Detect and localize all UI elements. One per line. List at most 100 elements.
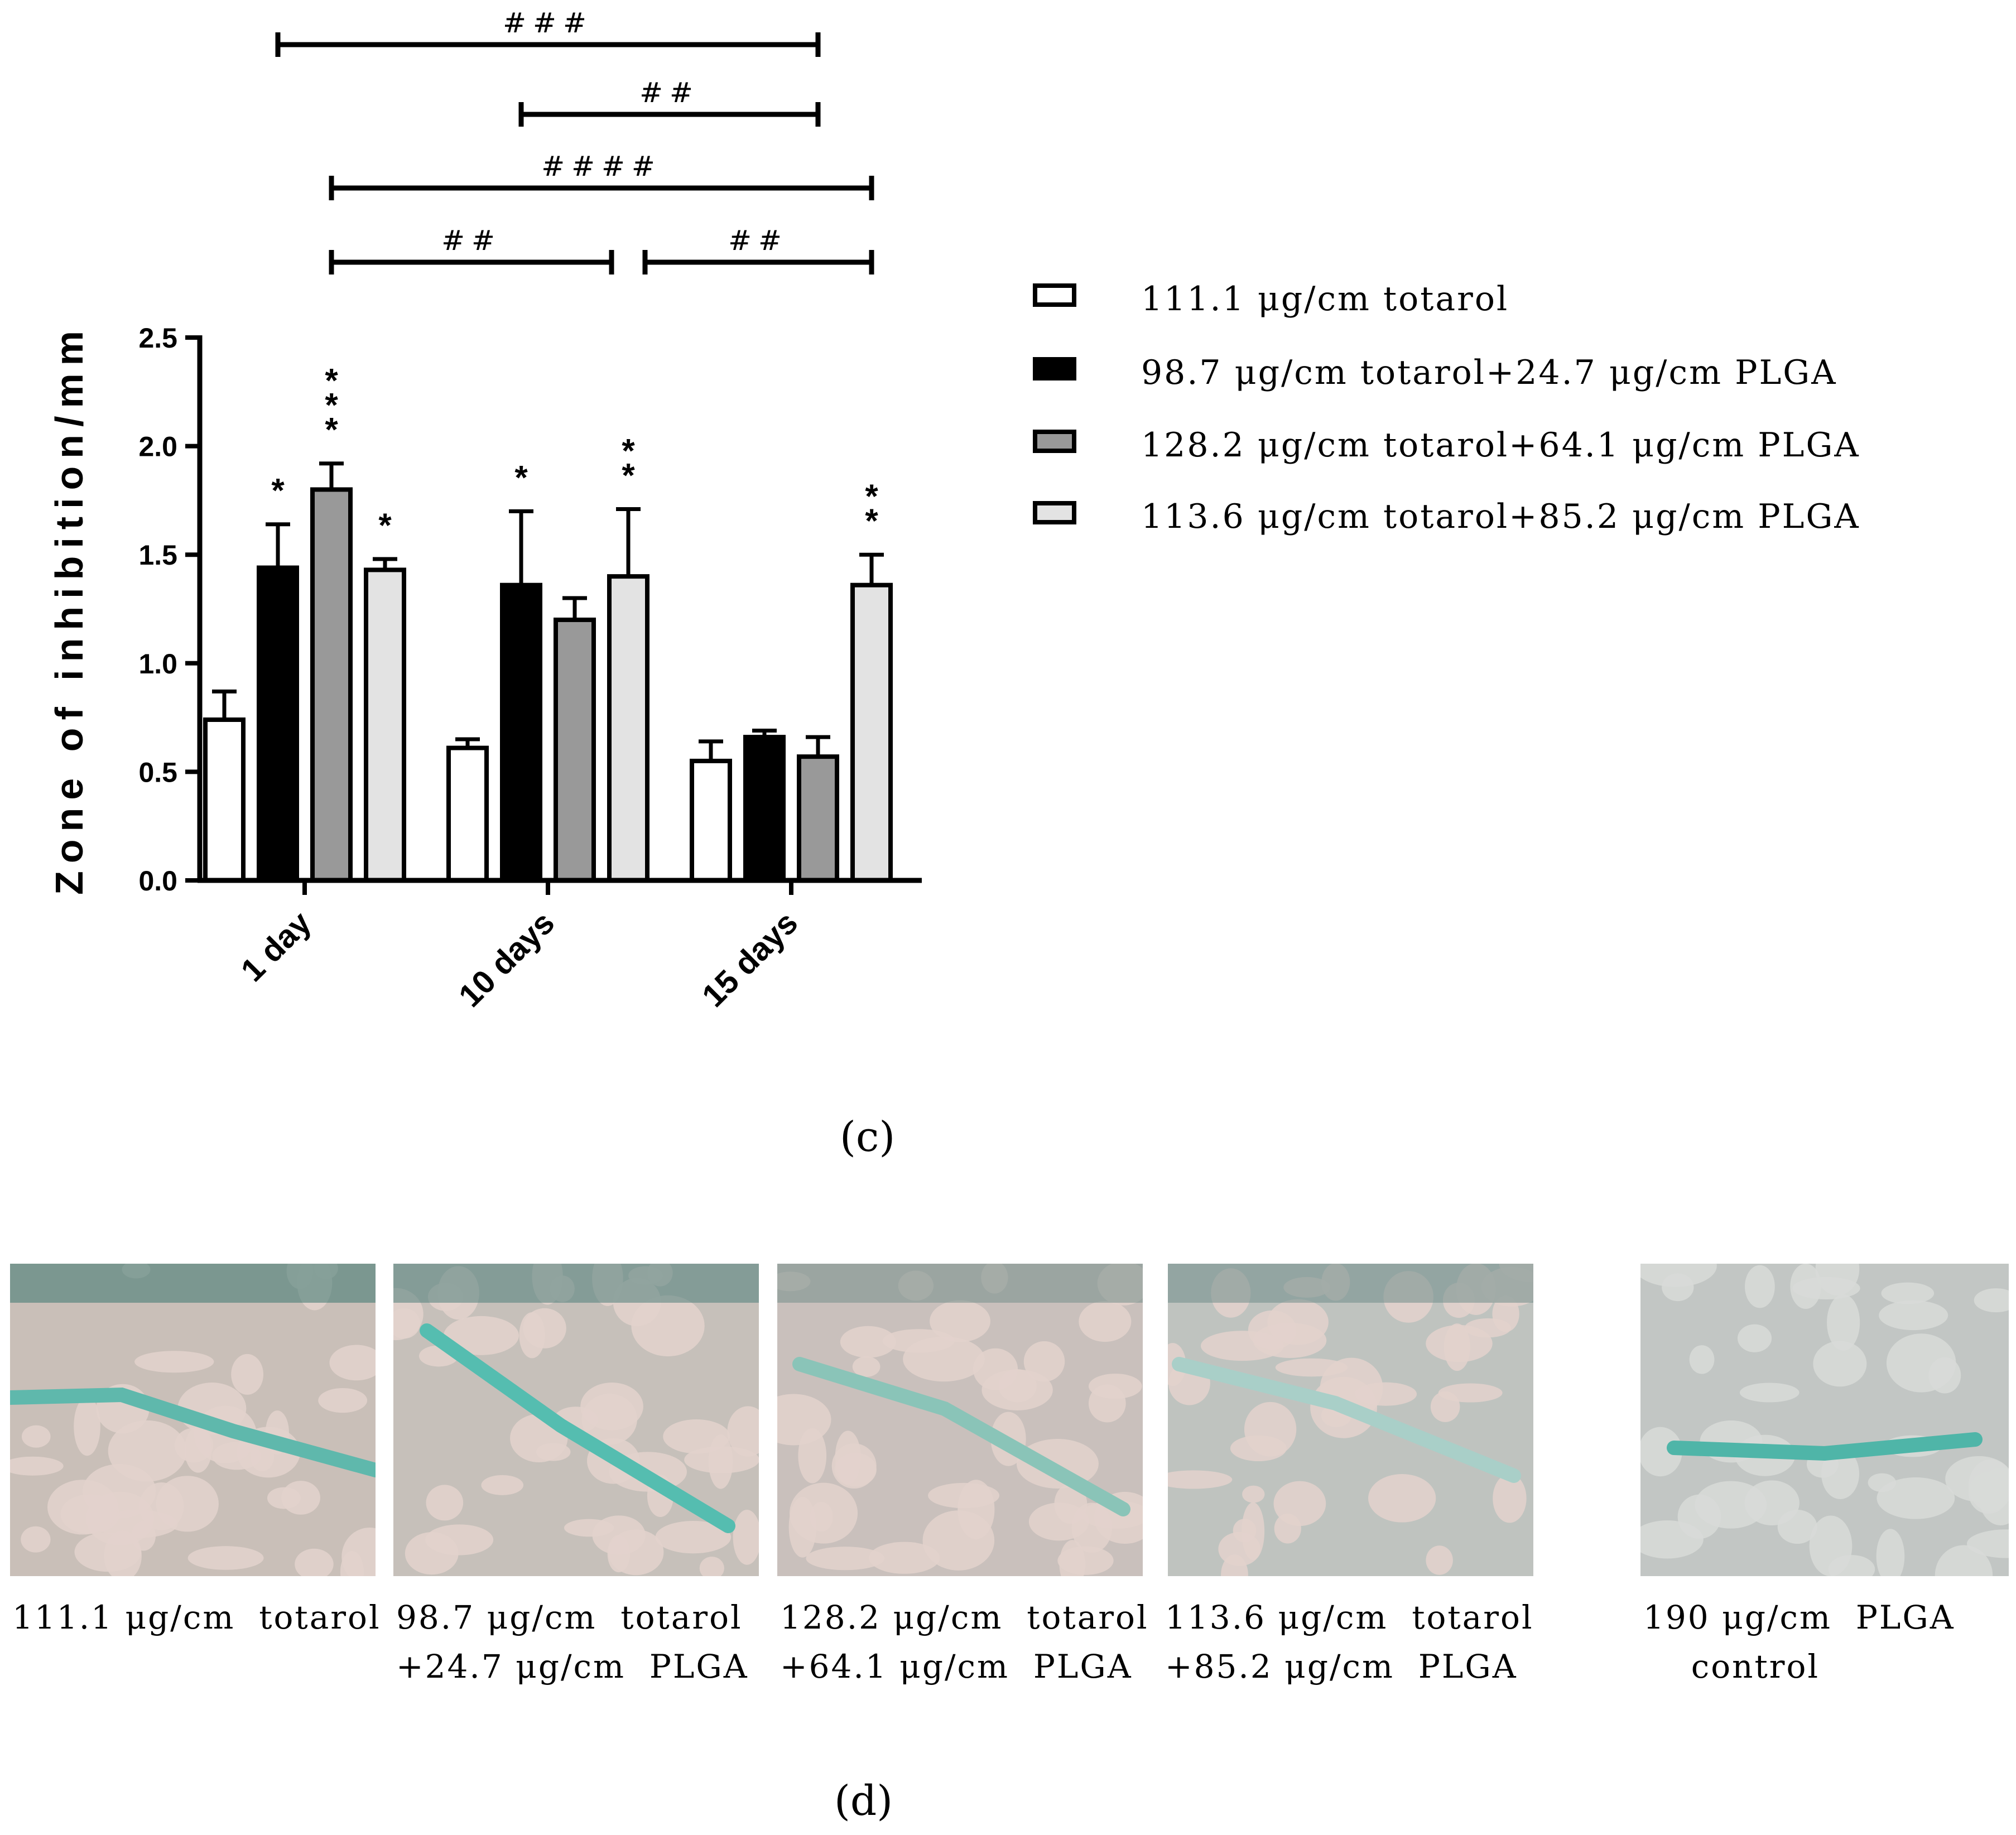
y-tick-label: 1.0 [138, 648, 177, 680]
significance-star: * [622, 456, 635, 494]
bracket-label: ## [639, 76, 700, 109]
colony-blob [607, 1535, 631, 1573]
legend-label: 111.1 μg/cm totarol [1141, 280, 1509, 319]
photo-5-caption: 190 μg/cm PLGA control [1643, 1598, 1955, 1685]
colony-blob [21, 1425, 51, 1448]
photo-3-image [777, 1264, 1143, 1576]
photo-5 [1640, 1264, 2009, 1576]
legend-swatch [1033, 430, 1076, 453]
colony-blob [1493, 1473, 1527, 1523]
colony-blob [903, 1336, 985, 1382]
photo-1-image [10, 1264, 376, 1576]
colony-blob [1777, 1510, 1817, 1544]
colony-blob [1879, 1300, 1948, 1331]
photo-2-image [393, 1264, 759, 1576]
x-tick-label: 10 days [452, 904, 561, 1014]
colony-blob [1244, 1401, 1297, 1457]
significance-star: * [325, 387, 338, 424]
colony-blob [928, 1482, 1000, 1509]
colony-blob [1813, 1341, 1867, 1387]
photo-shadow [777, 1264, 1143, 1303]
legend-swatch [1033, 283, 1076, 307]
colony-blob [1821, 1448, 1860, 1499]
y-tick-label: 2.0 [138, 431, 177, 463]
colony-blob [295, 1548, 334, 1576]
photo-2-caption: 98.7 μg/cm totarol +24.7 μg/cm PLGA [396, 1598, 749, 1685]
bar [310, 487, 353, 883]
colony-blob [426, 1485, 464, 1521]
bracket-label: ## [441, 224, 502, 257]
legend-label: 128.2 μg/cm totarol+64.1 μg/cm PLGA [1141, 426, 1860, 465]
colony-blob [187, 1546, 264, 1570]
photo-2 [393, 1264, 759, 1576]
colony-blob [1974, 1288, 2009, 1313]
colony-blob [519, 1312, 545, 1359]
colony-blob [108, 1420, 187, 1482]
colony-blob [869, 1542, 940, 1574]
fiber-rod [10, 1387, 376, 1477]
colony-blob [1088, 1374, 1142, 1399]
bar [797, 754, 839, 883]
colony-blob [10, 1456, 64, 1476]
panel-c-label: (c) [840, 1113, 896, 1161]
bar [364, 567, 406, 883]
bar [500, 582, 542, 883]
colony-blob [1877, 1477, 1955, 1519]
significance-star: * [378, 507, 392, 544]
colony-blob [831, 1443, 877, 1489]
colony-blob [1745, 1265, 1775, 1308]
fiber-rod [1172, 1357, 1521, 1483]
legend-swatch [1033, 357, 1076, 381]
panel-d-label: (d) [834, 1777, 893, 1825]
colony-blob [267, 1487, 301, 1509]
colony-blob [104, 1530, 142, 1576]
significance-star: * [271, 472, 285, 509]
colony-blob [852, 1356, 881, 1378]
photo-shadow [393, 1264, 759, 1303]
colony-blob [930, 1300, 990, 1342]
photo-shadow [1168, 1264, 1533, 1303]
colony-blob [1426, 1545, 1453, 1575]
fiber-rod [792, 1357, 1130, 1516]
colony-blob [1168, 1470, 1233, 1489]
colony-blob [727, 1406, 759, 1457]
fiber-rod [1667, 1432, 1983, 1461]
y-tick-label: 2.5 [138, 322, 177, 354]
photo-5-image [1640, 1264, 2009, 1576]
bar [257, 565, 299, 883]
significance-star: * [325, 411, 338, 449]
bracket-label: ### [503, 7, 593, 39]
photo-1 [10, 1264, 376, 1576]
bracket-label: #### [541, 150, 662, 182]
colony-blob [798, 1428, 827, 1484]
colony-blob [1695, 1481, 1767, 1529]
colony-blob [1273, 1481, 1326, 1526]
colony-blob [806, 1547, 885, 1571]
colony-blob [405, 1532, 459, 1575]
colony-blob [1968, 1472, 2009, 1514]
colony-blob [1876, 1529, 1905, 1576]
colony-blob [655, 1520, 732, 1554]
y-tick-label: 1.5 [138, 540, 177, 571]
bar [446, 745, 489, 883]
photo-3-caption: 128.2 μg/cm totarol +64.1 μg/cm PLGA [780, 1598, 1149, 1685]
colony-blob [1790, 1264, 1821, 1309]
colony-blob [1886, 1333, 1956, 1393]
colony-blob [1815, 1264, 1860, 1295]
colony-blob [1689, 1345, 1715, 1374]
x-tick-label: 1 day [234, 904, 318, 989]
photo-shadow [10, 1264, 376, 1303]
colony-blob [1827, 1294, 1860, 1351]
photo-4-caption: 113.6 μg/cm totarol +85.2 μg/cm PLGA [1165, 1598, 1534, 1685]
legend-swatch [1033, 501, 1076, 524]
photo-4 [1168, 1264, 1533, 1576]
y-tick-label: 0.0 [138, 865, 177, 897]
colony-blob [1426, 1325, 1493, 1362]
bracket-label: ## [728, 224, 788, 257]
bar [850, 582, 893, 883]
colony-blob [1023, 1341, 1065, 1382]
colony-blob [1057, 1546, 1114, 1575]
colony-blob [1267, 1299, 1329, 1345]
colony-blob [1430, 1391, 1460, 1422]
